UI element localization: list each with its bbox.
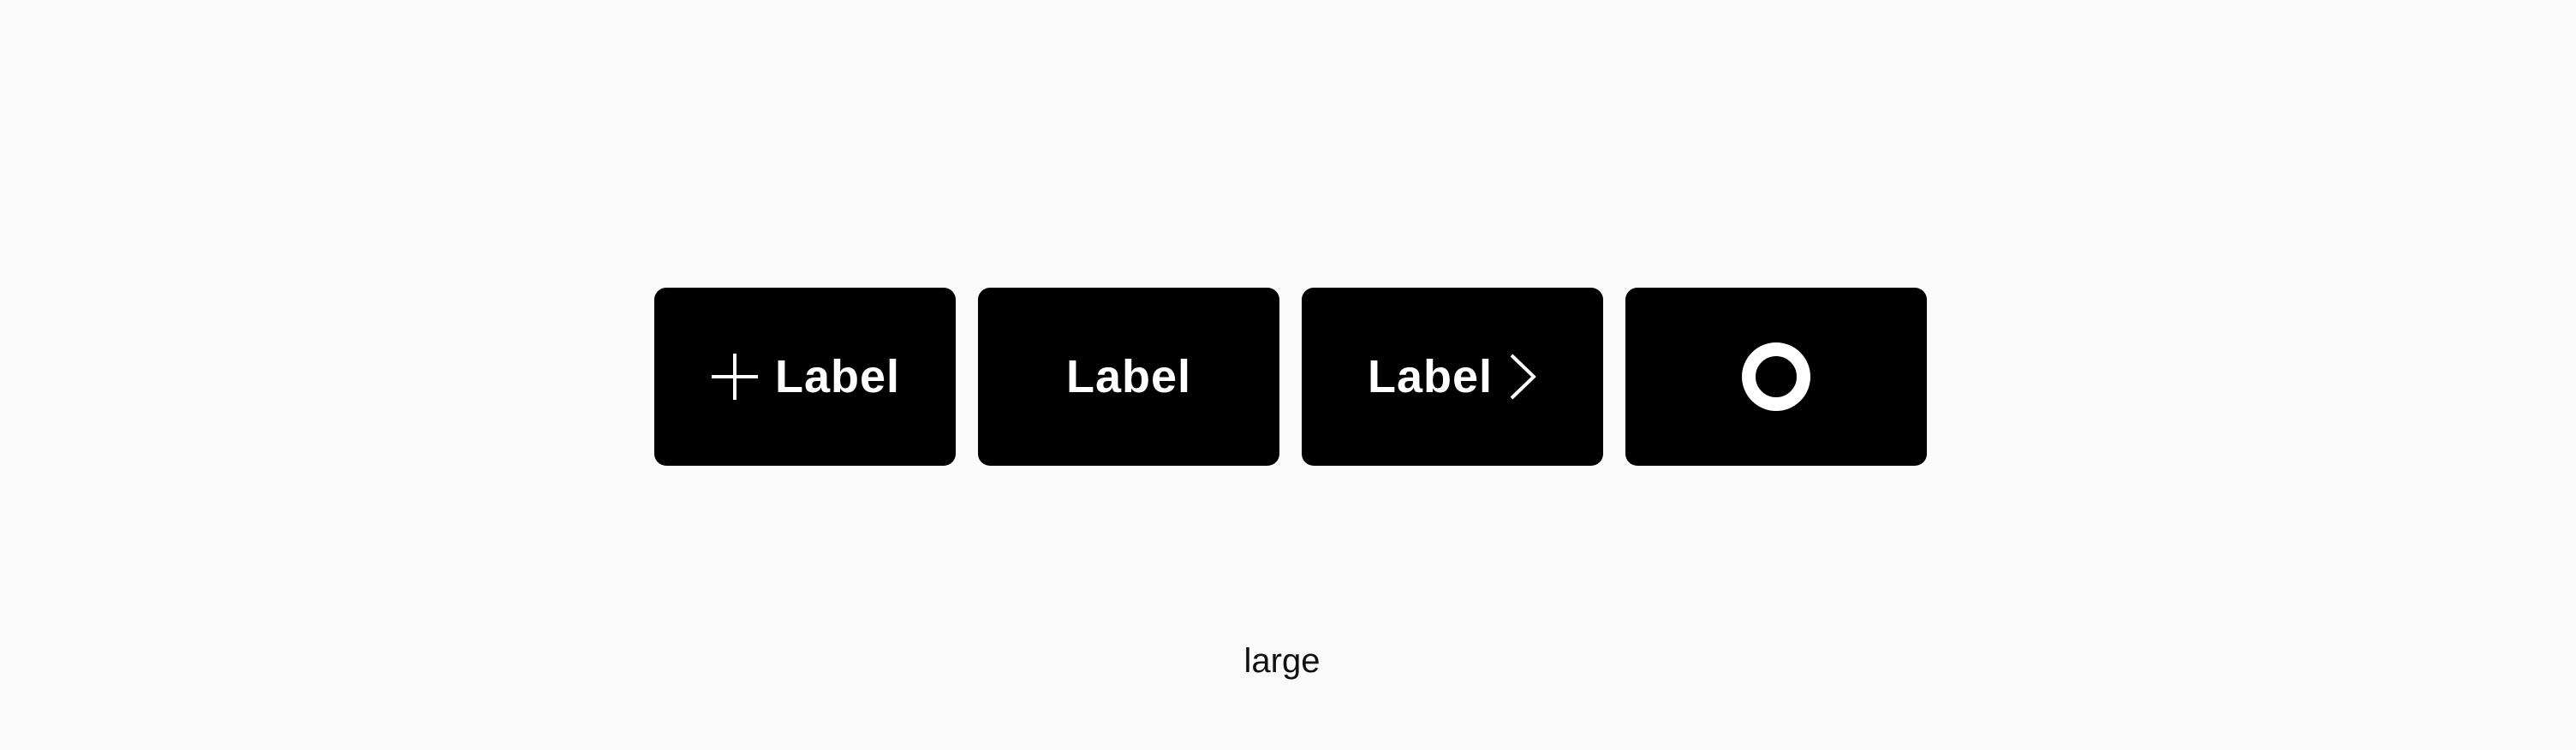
button-trailing-icon[interactable]: Label bbox=[1302, 288, 1603, 466]
button-label-only[interactable]: Label bbox=[978, 288, 1279, 466]
button-label: Label bbox=[1066, 350, 1191, 403]
button-row: Label Label Label bbox=[654, 288, 1927, 466]
size-caption: large bbox=[0, 642, 2564, 681]
chevron-right-icon bbox=[1508, 353, 1537, 401]
button-icon-only[interactable] bbox=[1625, 288, 1927, 466]
button-label: Label bbox=[775, 350, 900, 403]
button-leading-icon[interactable]: Label bbox=[654, 288, 956, 466]
button-label: Label bbox=[1368, 350, 1493, 403]
circle-icon bbox=[1740, 341, 1812, 413]
plus-icon bbox=[710, 352, 760, 402]
